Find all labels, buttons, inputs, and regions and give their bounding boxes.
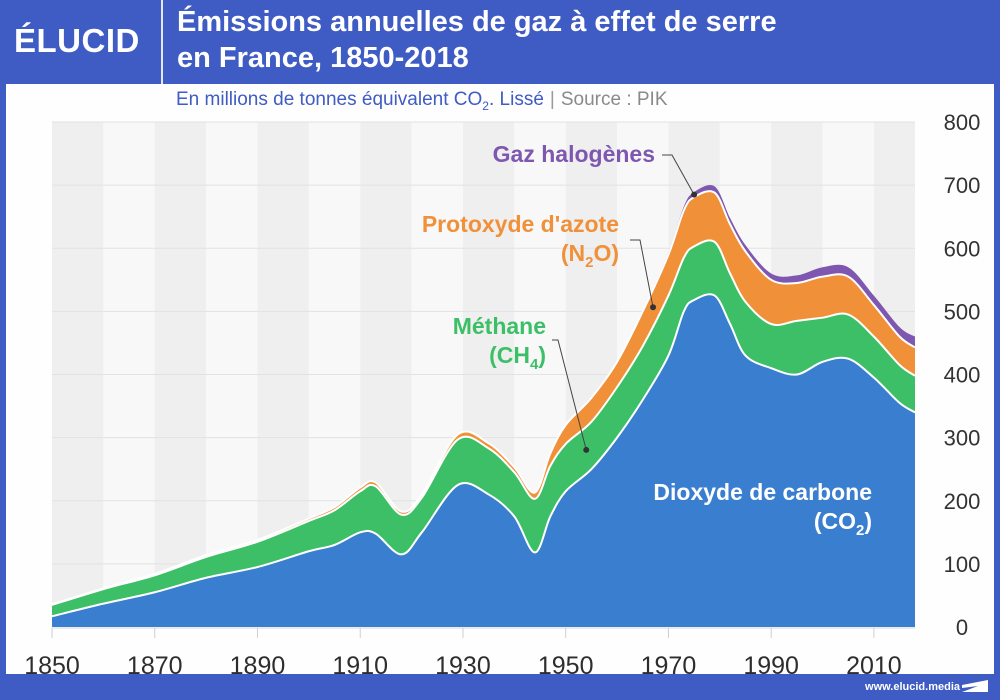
n2o-leader-line <box>630 239 654 308</box>
y-tick-label: 600 <box>944 236 981 261</box>
title-line-2: en France, 1850-2018 <box>177 42 469 74</box>
y-tick-label: 100 <box>944 552 981 577</box>
subtitle-separator: | <box>549 89 555 110</box>
co2-label: Dioxyde de carbone (CO2) <box>653 479 872 539</box>
x-axis: 1850 1870 1890 1910 1930 1950 1970 1990 2010 <box>24 627 915 680</box>
y-tick-label: 200 <box>944 489 981 514</box>
y-tick-label: 500 <box>944 299 981 324</box>
elucid-flag-icon <box>962 680 988 692</box>
y-tick-label: 0 <box>956 615 968 640</box>
x-tick-label: 1930 <box>435 652 491 680</box>
source-label: Source : PIK <box>560 89 668 110</box>
y-tick-label: 700 <box>944 173 981 198</box>
x-tick-label: 1890 <box>230 652 286 680</box>
unit-label: En millions de tonnes équivalent CO <box>176 89 483 110</box>
y-tick-label: 300 <box>944 426 981 451</box>
y-tick-label: 800 <box>944 110 981 135</box>
title-line-1: Émissions annuelles de gaz à effet de se… <box>177 6 777 38</box>
halogen-marker <box>691 191 698 198</box>
unit-subscript: 2 <box>482 98 489 113</box>
footer-url[interactable]: www.elucid.media <box>865 681 960 693</box>
x-tick-label: 1990 <box>743 652 799 680</box>
x-tick-label: 1950 <box>538 652 594 680</box>
elucid-logo: ÉLUCID <box>14 22 140 59</box>
boundary-n2o <box>51 190 916 606</box>
x-tick-label: 1910 <box>332 652 388 680</box>
halogen-leader-line <box>662 154 695 195</box>
x-tick-label: 2010 <box>846 652 902 680</box>
boundary-co2 <box>51 293 916 618</box>
x-tick-label: 1970 <box>641 652 697 680</box>
chart-subtitle: En millions de tonnes équivalent CO2. Li… <box>176 89 668 113</box>
y-axis: 0 100 200 300 400 500 600 700 800 <box>944 110 981 640</box>
boundary-ch4 <box>51 239 916 606</box>
ch4-leader-line <box>552 339 587 451</box>
header: ÉLUCID Émissions annuelles de gaz à effe… <box>0 0 1000 84</box>
x-tick-label: 1850 <box>24 652 80 680</box>
x-tick-label: 1870 <box>127 652 183 680</box>
n2o-label: Protoxyde d'azote (N2O) <box>422 211 619 271</box>
stacked-areas <box>51 184 916 628</box>
y-tick-label: 400 <box>944 363 981 388</box>
unit-suffix: . Lissé <box>488 89 544 110</box>
halogen-label: Gaz halogènes <box>493 141 655 167</box>
n2o-marker <box>650 304 657 311</box>
ch4-marker <box>583 446 590 453</box>
header-divider <box>161 0 163 84</box>
area-co2 <box>52 294 915 627</box>
chart-title: Émissions annuelles de gaz à effet de se… <box>177 4 777 76</box>
